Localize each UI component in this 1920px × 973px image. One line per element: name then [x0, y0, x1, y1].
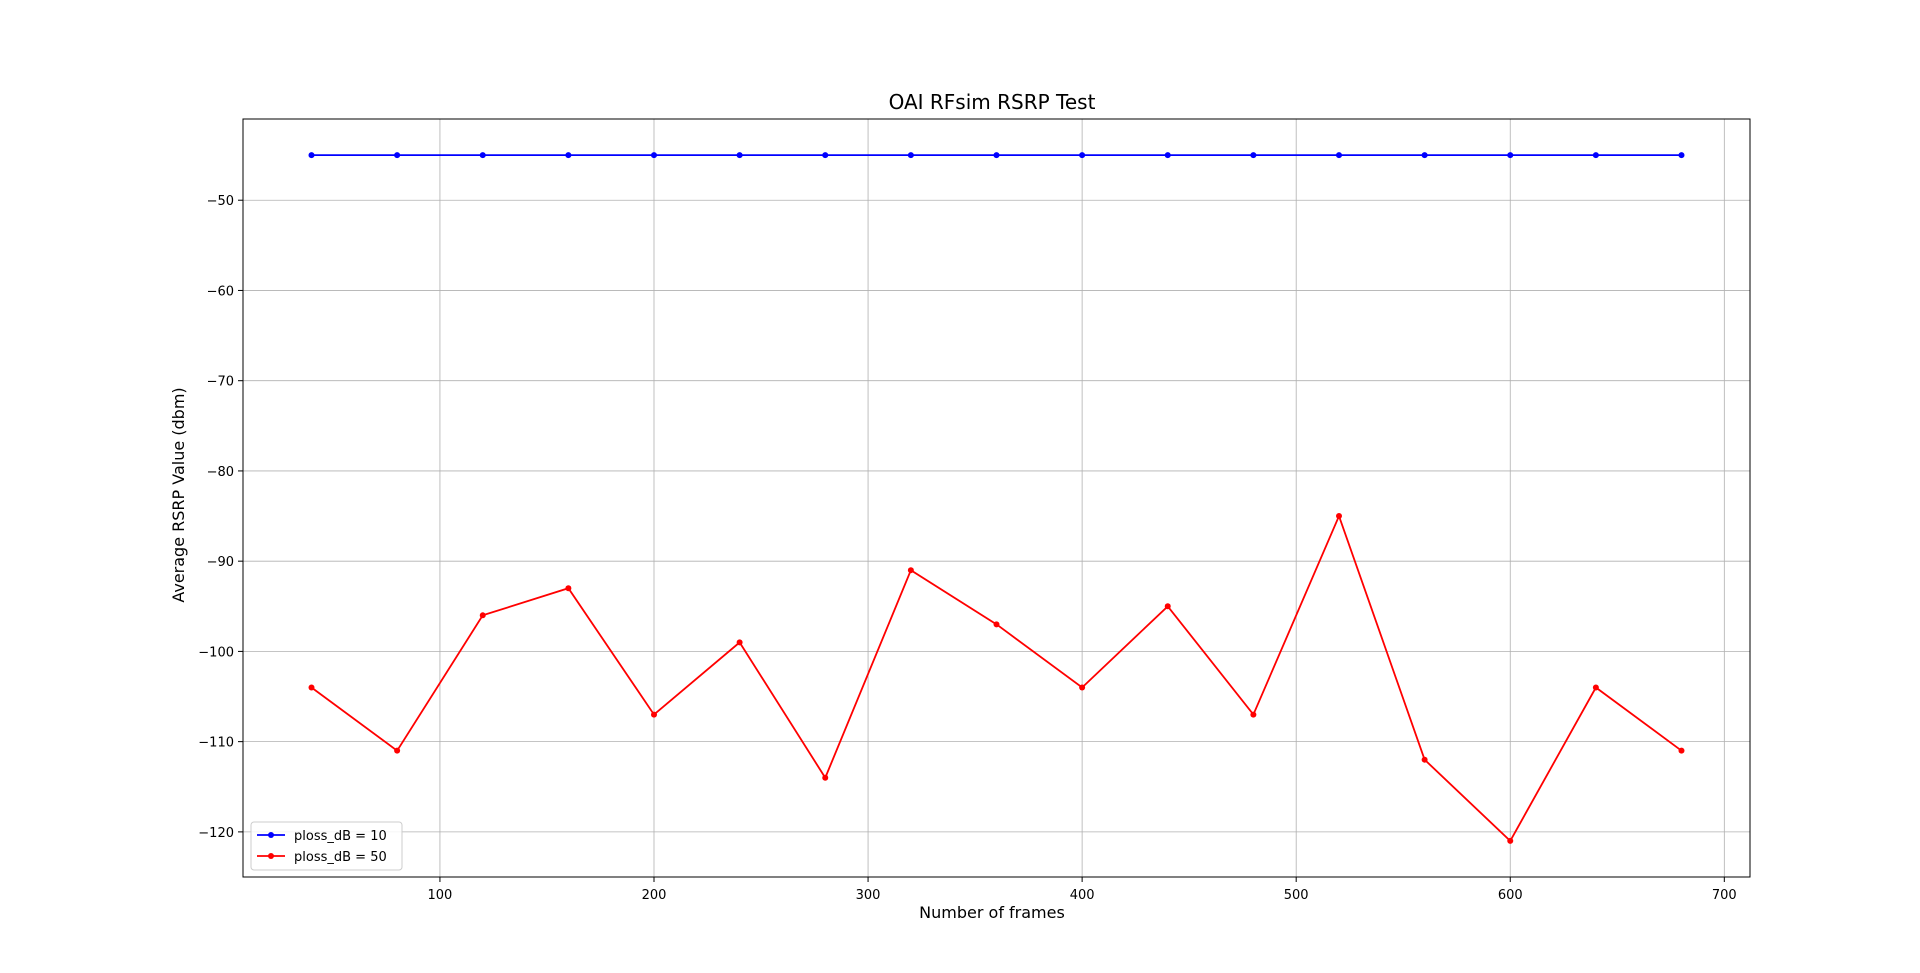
x-tick-label: 500 — [1284, 888, 1309, 903]
data-point — [565, 152, 572, 159]
data-point — [1079, 152, 1086, 159]
data-point — [308, 684, 315, 691]
data-point — [1507, 152, 1514, 159]
y-tick-label: −80 — [207, 465, 234, 480]
x-tick-label: 100 — [428, 888, 453, 903]
data-point — [1164, 603, 1171, 610]
legend-entry-label: ploss_dB = 50 — [294, 850, 387, 865]
data-point — [394, 152, 401, 159]
chart-title: OAI RFsim RSRP Test — [889, 90, 1096, 114]
data-point — [651, 711, 657, 718]
data-point — [1336, 513, 1342, 520]
data-point — [1592, 684, 1599, 691]
data-point — [1678, 152, 1685, 159]
data-point — [1164, 152, 1171, 159]
legend-swatch-marker — [268, 853, 274, 859]
data-point — [736, 639, 743, 646]
y-tick-label: −50 — [207, 194, 234, 209]
axes: 100 200 300 400 500 600 700 −50 −60 −70 −80 −90 −100… — [198, 118, 1751, 903]
data-point — [1250, 711, 1257, 718]
data-point — [565, 585, 572, 592]
data-point — [1678, 747, 1685, 754]
grid-lines — [243, 119, 1750, 877]
y-tick-label: −90 — [207, 555, 234, 570]
data-point — [1336, 152, 1342, 159]
data-point — [651, 152, 657, 159]
data-point — [822, 152, 829, 159]
data-point — [1421, 756, 1428, 763]
x-tick-label: 600 — [1498, 888, 1523, 903]
data-point — [993, 621, 1000, 628]
x-tick-label: 200 — [642, 888, 667, 903]
x-tick-label: 300 — [856, 888, 881, 903]
data-point — [1421, 152, 1428, 159]
legend-swatch-marker — [268, 832, 274, 838]
data-point — [308, 152, 315, 159]
data-point — [993, 152, 1000, 159]
y-axis-label: Average RSRP Value (dbm) — [169, 387, 188, 602]
x-tick-label: 700 — [1712, 888, 1737, 903]
legend: ploss_dB = 10 ploss_dB = 50 — [250, 821, 403, 871]
legend-entry-label: ploss_dB = 10 — [294, 829, 387, 844]
series-lines — [308, 152, 1685, 844]
legend-box — [250, 821, 403, 871]
data-point — [736, 152, 743, 159]
plot-frame — [242, 118, 1751, 878]
data-point — [394, 747, 401, 754]
data-point — [907, 567, 914, 574]
x-tick-label: 400 — [1070, 888, 1095, 903]
y-tick-label: −100 — [198, 645, 234, 660]
data-point — [1250, 152, 1257, 159]
data-point — [1507, 837, 1514, 844]
y-tick-label: −110 — [198, 736, 234, 751]
x-axis-label: Number of frames — [919, 903, 1065, 922]
data-point — [1592, 152, 1599, 159]
data-point — [907, 152, 914, 159]
data-point — [479, 612, 486, 619]
data-point — [822, 774, 829, 781]
y-tick-label: −70 — [207, 375, 234, 390]
data-point — [479, 152, 486, 159]
y-tick-label: −60 — [207, 284, 234, 299]
y-tick-label: −120 — [198, 826, 234, 841]
data-point — [1079, 684, 1086, 691]
